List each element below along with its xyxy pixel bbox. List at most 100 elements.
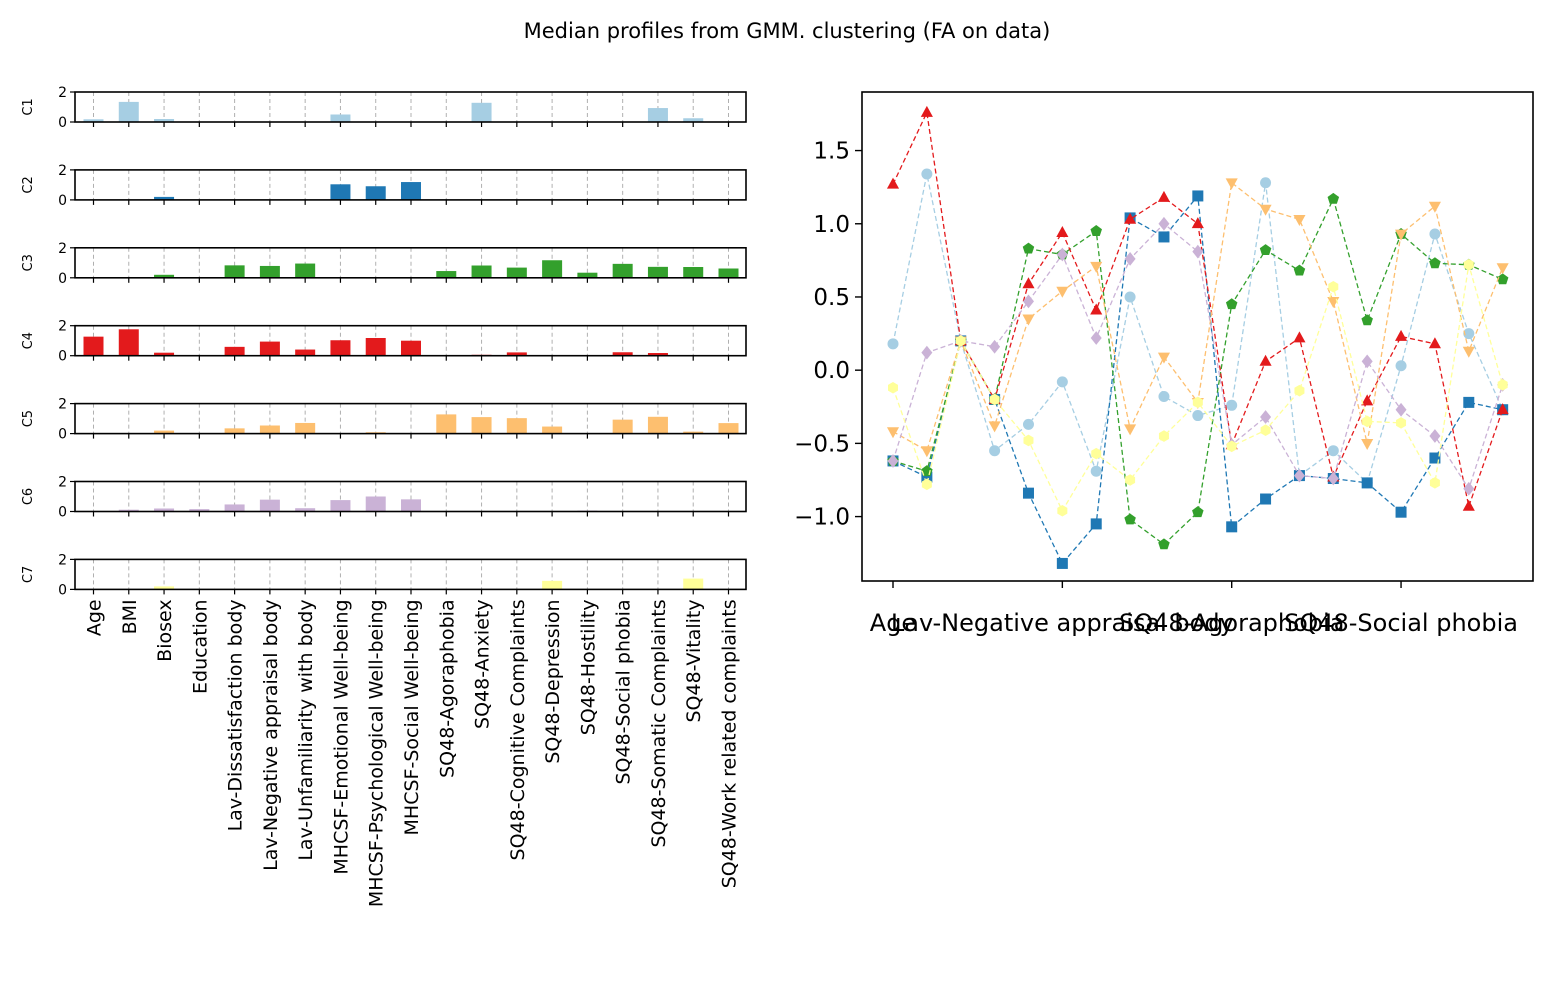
point-c6-sq48-somatic-complaints	[1429, 429, 1441, 443]
point-c6-lav-negative-appraisal-body	[1056, 247, 1068, 262]
bar-c4-sq48-cognitive-complaints	[506, 352, 527, 356]
point-c5-mhcsf-emotional-well-being	[1124, 424, 1137, 436]
point-c7-age	[887, 381, 899, 394]
point-c6-sq48-depression	[1327, 471, 1339, 486]
point-c2-sq48-somatic-complaints	[1429, 452, 1441, 464]
point-c1-sq48-depression	[1327, 445, 1339, 457]
point-c5-age	[886, 427, 900, 439]
point-c7-education	[989, 393, 1000, 406]
point-c4-bmi	[920, 105, 933, 117]
point-c7-lav-negative-appraisal-body	[1057, 504, 1068, 517]
point-c6-bmi	[921, 345, 933, 360]
bar-c4-lav-dissatisfaction-body	[224, 346, 245, 356]
line-plot-frame	[861, 91, 1534, 582]
point-c6-mhcsf-social-well-being	[1192, 244, 1204, 259]
bar-c4-sq48-somatic-complaints	[647, 353, 668, 356]
line-y-tick-label: 1.0	[813, 212, 850, 238]
line-y-tick-label: 1.5	[813, 139, 850, 165]
bar-c2-biosex	[154, 196, 175, 200]
point-c5-mhcsf-psychological-well-being	[1157, 352, 1171, 364]
point-c7-sq48-agoraphobia	[1226, 440, 1237, 453]
bar-subplot-c1: 0 2 C1	[21, 85, 747, 131]
bar-c5-sq48-vitality	[683, 431, 704, 434]
line-series-c6	[887, 216, 1509, 496]
point-c5-sq48-hostility	[1361, 438, 1374, 450]
line-series-c4	[886, 105, 1509, 511]
point-c5-education	[988, 421, 1001, 433]
point-c6-education	[989, 339, 1001, 354]
category-label-bmi: BMI	[119, 599, 141, 634]
point-c6-age	[887, 454, 899, 468]
bar-c5-sq48-anxiety	[471, 417, 492, 434]
bar-subplot-c3: 0 2 C3	[21, 241, 747, 287]
bar-c1-bmi	[118, 101, 139, 122]
bar-c6-lav-negative-appraisal-body	[259, 499, 280, 512]
category-label-sq48-agoraphobia: SQ48-Agoraphobia	[436, 599, 458, 777]
cluster-label-c2: C2	[21, 176, 36, 193]
bar-c5-biosex	[154, 430, 175, 434]
category-label-sq48-cognitive-complaints: SQ48-Cognitive Complaints	[507, 599, 529, 860]
point-c5-lav-dissatisfaction-body	[1022, 314, 1035, 326]
point-c1-age	[887, 338, 899, 350]
point-c5-sq48-somatic-complaints	[1428, 201, 1441, 213]
bar-y-tick-label: 2	[58, 397, 67, 413]
point-c4-sq48-hostility	[1361, 394, 1374, 406]
point-c3-mhcsf-social-well-being	[1192, 506, 1204, 518]
bar-c4-sq48-social-phobia	[612, 352, 633, 356]
point-c5-lav-unfamiliarity-with-body	[1090, 261, 1103, 273]
category-label-mhcsf-social-well-being: MHCSF-Social Well-being	[401, 599, 423, 835]
category-label-sq48-depression: SQ48-Depression	[542, 599, 564, 763]
point-c3-mhcsf-emotional-well-being	[1124, 513, 1136, 525]
figure-title: Median profiles from GMM. clustering (FA…	[524, 19, 1051, 43]
category-label-sq48-anxiety: SQ48-Anxiety	[472, 599, 494, 729]
point-c6-lav-dissatisfaction-body	[1022, 294, 1034, 309]
bar-c3-sq48-vitality	[683, 267, 704, 278]
point-c7-sq48-work-related-complaints	[1497, 379, 1508, 391]
bar-c5-lav-dissatisfaction-body	[224, 428, 245, 434]
point-c6-mhcsf-emotional-well-being	[1124, 252, 1136, 266]
category-label-age: Age	[84, 599, 106, 636]
point-c4-sq48-cognitive-complaints	[1293, 331, 1306, 343]
point-c7-bmi	[921, 478, 932, 491]
point-c4-age	[886, 177, 900, 189]
line-y-tick-label: −1.0	[794, 505, 850, 531]
bar-c6-mhcsf-social-well-being	[401, 499, 421, 512]
point-c7-sq48-anxiety	[1260, 424, 1271, 436]
point-c7-lav-dissatisfaction-body	[1023, 434, 1034, 447]
bar-y-tick-label: 2	[58, 552, 67, 568]
bar-y-tick-label: 0	[58, 349, 67, 365]
point-c2-mhcsf-social-well-being	[1192, 190, 1204, 202]
point-c4-mhcsf-psychological-well-being	[1157, 190, 1171, 202]
point-c1-sq48-vitality	[1463, 328, 1475, 340]
bar-c3-biosex	[154, 274, 175, 278]
cluster-label-c5: C5	[21, 410, 36, 427]
line-x-tick-label-age: Age	[870, 609, 916, 637]
bar-c5-sq48-depression	[542, 426, 563, 434]
point-c2-sq48-anxiety	[1260, 493, 1272, 505]
point-c4-sq48-social-phobia	[1395, 329, 1408, 341]
line-y-tick-label: −0.5	[794, 431, 850, 457]
bar-c6-lav-dissatisfaction-body	[224, 504, 245, 512]
bar-c4-mhcsf-social-well-being	[401, 340, 421, 356]
point-c3-lav-unfamiliarity-with-body	[1090, 225, 1102, 236]
point-c7-mhcsf-emotional-well-being	[1125, 474, 1136, 486]
point-c1-lav-unfamiliarity-with-body	[1090, 465, 1102, 477]
bar-c3-lav-unfamiliarity-with-body	[295, 263, 316, 278]
point-c1-bmi	[921, 168, 933, 180]
line-x-tick-label-lav-negative-appraisal-body: Lav-Negative appraisal body	[891, 609, 1234, 637]
bar-c4-lav-unfamiliarity-with-body	[295, 349, 316, 356]
bar-subplot-c6: 0 2 C6	[21, 475, 747, 521]
bar-y-tick-label: 0	[58, 115, 67, 131]
point-c5-sq48-agoraphobia	[1225, 178, 1238, 190]
point-c3-sq48-hostility	[1361, 314, 1373, 326]
point-c2-bmi	[921, 471, 933, 483]
bar-c4-mhcsf-emotional-well-being	[330, 340, 351, 356]
point-c2-lav-negative-appraisal-body	[1056, 557, 1068, 569]
bar-subplots: 0 2 C1 0 2 C2 0 2 C3 0 2 C4 0 2 C5 0 2 C6 0 2 C7	[21, 85, 747, 598]
category-label-education: Education	[189, 599, 211, 694]
point-c1-mhcsf-social-well-being	[1192, 410, 1204, 422]
series-line-c4	[892, 110, 1504, 509]
point-c3-sq48-somatic-complaints	[1429, 257, 1441, 269]
bar-y-tick-label: 0	[58, 193, 67, 209]
